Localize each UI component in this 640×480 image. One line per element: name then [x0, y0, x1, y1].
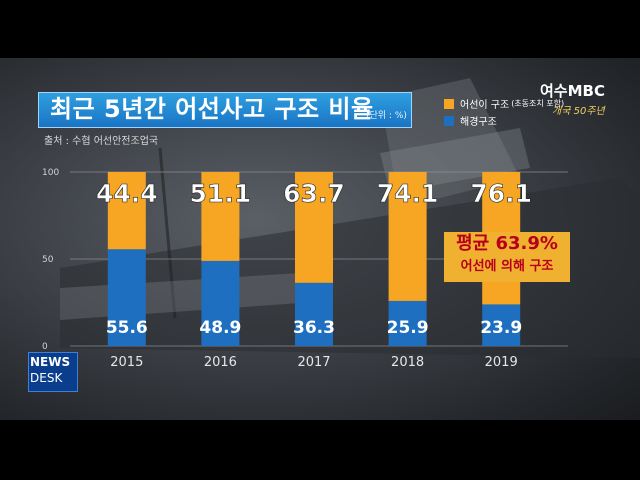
x-tick-label: 2019	[485, 355, 518, 370]
legend-item-fishing: 어선이 구조 (초동조치 포함)	[444, 95, 564, 112]
average-callout	[444, 232, 570, 282]
data-label-coastguard: 25.9	[387, 318, 429, 338]
bar-segment-coastguard	[201, 260, 240, 346]
bar-segment-fishing	[107, 172, 146, 250]
callout-average-text: 평균 63.9%	[456, 233, 558, 254]
data-label-fishing: 51.1	[190, 179, 252, 208]
source-label: 출처 : 수협 어선안전조업국	[44, 136, 159, 147]
chart-title: 최근 5년간 어선사고 구조 비율	[50, 95, 374, 123]
y-tick-label: 100	[42, 168, 59, 178]
logo-main-text: 여수MBC	[540, 82, 605, 100]
data-label-coastguard: 36.3	[293, 318, 335, 338]
bar-segment-fishing	[295, 172, 333, 283]
unit-label: (단위 : %)	[366, 111, 407, 121]
data-label-fishing: 63.7	[283, 179, 345, 208]
x-tick-label: 2016	[204, 355, 237, 370]
y-tick-label: 50	[42, 255, 54, 265]
newsdesk-line2: DESK	[30, 371, 63, 385]
data-label-coastguard: 55.6	[106, 318, 148, 338]
data-label-fishing: 74.1	[377, 179, 439, 208]
x-tick-label: 2017	[297, 355, 330, 370]
legend-sub-fishing: (초동조치 포함)	[511, 99, 565, 108]
legend-label-fishing: 어선이 구조	[460, 100, 510, 111]
y-tick-label: 0	[42, 342, 48, 352]
broadcaster-logo: 여수MBC 개국 50주년	[540, 80, 620, 130]
data-label-coastguard: 48.9	[199, 318, 241, 338]
callout-description-text: 어선에 의해 구조	[460, 259, 554, 274]
bar-segment-coastguard	[388, 300, 427, 346]
legend-label-coastguard: 해경구조	[460, 117, 497, 128]
bar-segment-coastguard	[482, 304, 521, 346]
bar-segment-coastguard	[107, 249, 146, 346]
data-label-fishing: 76.1	[470, 179, 532, 208]
title-banner	[38, 92, 412, 128]
bar-segment-coastguard	[295, 282, 333, 346]
bar-segment-fishing	[388, 172, 427, 301]
data-label-coastguard: 23.9	[480, 318, 522, 338]
legend-item-coastguard: 해경구조	[444, 112, 564, 129]
logo-anniversary-text: 개국 50주년	[552, 106, 605, 117]
data-label-fishing: 44.4	[96, 179, 158, 208]
legend-swatch-coastguard	[444, 115, 454, 126]
x-tick-label: 2018	[391, 355, 424, 370]
bar-segment-fishing	[201, 172, 240, 261]
newsdesk-badge	[28, 352, 78, 392]
newsdesk-line1: NEWS	[30, 355, 71, 369]
x-tick-label: 2015	[110, 355, 143, 370]
legend: 어선이 구조 (초동조치 포함) 해경구조	[444, 95, 564, 129]
legend-swatch-fishing	[444, 98, 454, 109]
